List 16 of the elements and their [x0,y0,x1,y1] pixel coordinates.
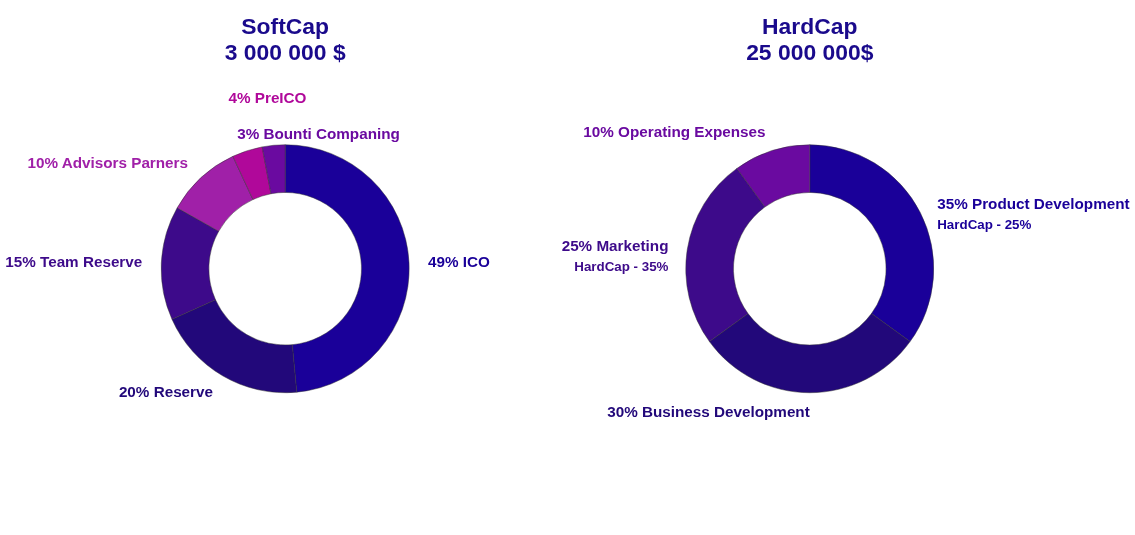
text: HardCap - 35% [574,259,669,275]
slice-label: 20% Reserve [118,383,214,401]
slice-label: 15% Team Reserve [5,252,143,270]
chart-subtitle: 3 000 000 $ [224,38,346,65]
text: HardCap - 25% [937,216,1032,232]
slice-label: 10% Operating Expenses [583,123,766,141]
slice-label: 49% ICO [428,252,491,270]
slice-label: 35% Product Development [937,194,1130,212]
chart-title: SoftCap [241,13,330,40]
slice-label: 4% PreICO [228,89,307,107]
chart-title: HardCap [762,13,858,40]
slice-label: 30% Business Development [607,402,810,420]
slice-label: 3% Bounti Companing [237,124,400,142]
chart-subtitle: 25 000 000$ [746,38,874,65]
slice-label: 25% Marketing [561,237,669,255]
slice-label: 10% Advisors Parners [27,154,189,172]
